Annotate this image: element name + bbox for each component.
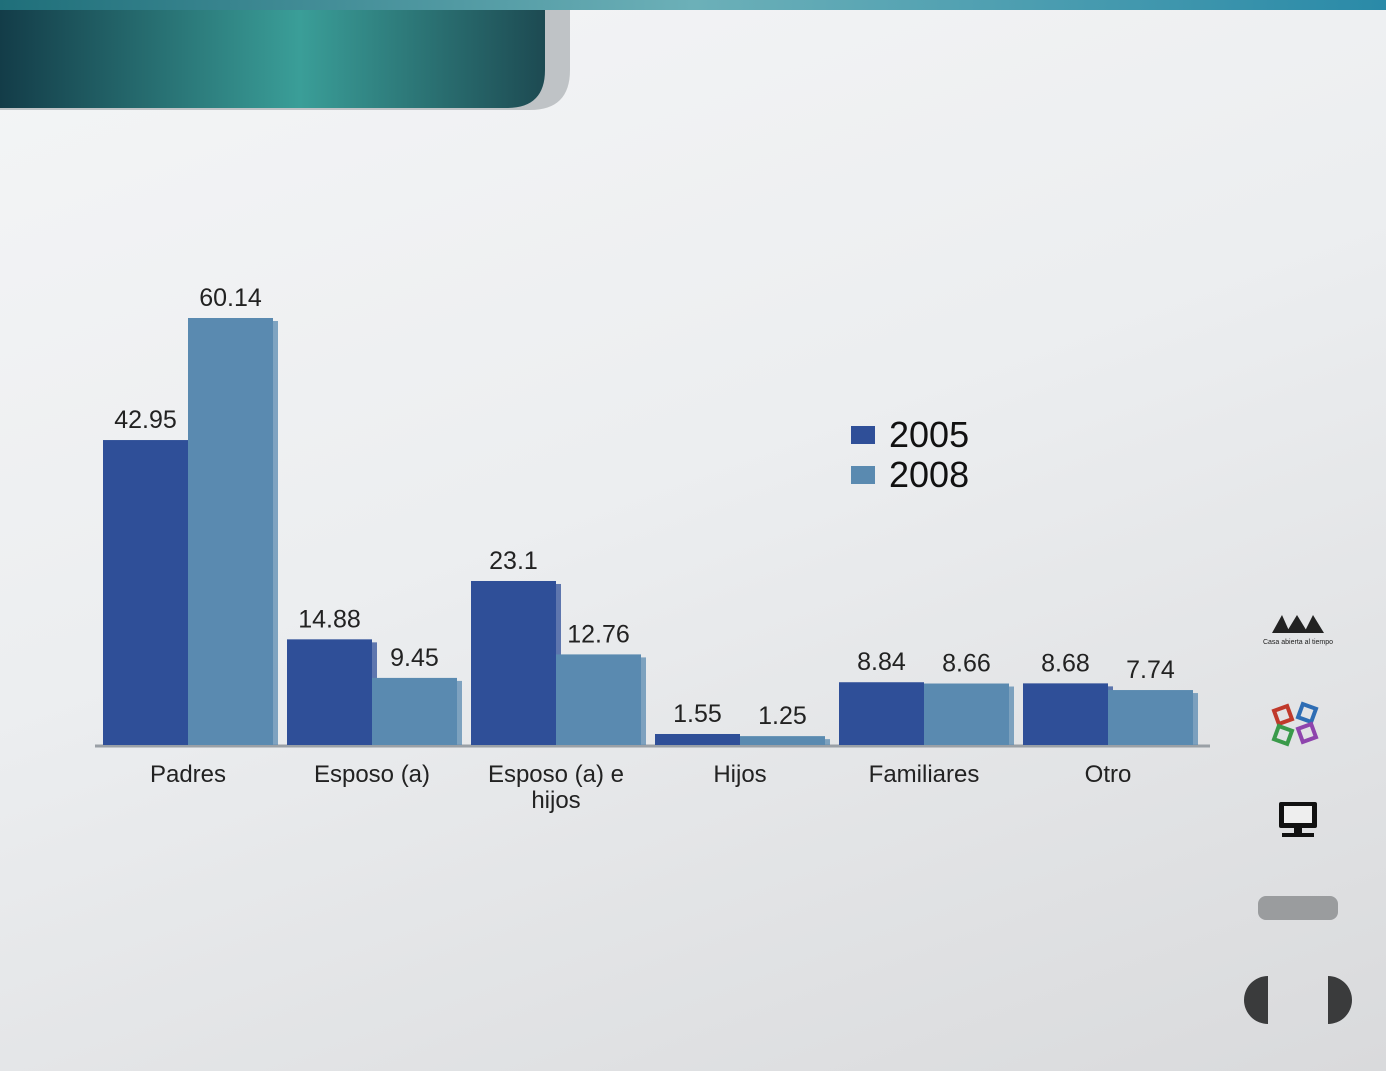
bar xyxy=(1108,690,1193,745)
x-tick-label: Familiares xyxy=(868,761,980,788)
legend-swatch xyxy=(851,426,875,444)
value-label: 1.55 xyxy=(673,700,722,728)
bar xyxy=(103,440,188,745)
bar xyxy=(924,683,1009,745)
value-label: 8.66 xyxy=(942,650,991,678)
x-tick-label: Hijos xyxy=(713,761,767,788)
legend-label: 2008 xyxy=(889,454,969,495)
logo xyxy=(1272,615,1324,633)
header-tab xyxy=(0,10,545,108)
bar xyxy=(839,682,924,745)
bar xyxy=(556,654,641,745)
value-label: 8.68 xyxy=(1041,649,1090,677)
logo-caption: Casa abierta al tiempo xyxy=(1263,639,1333,646)
bar xyxy=(372,677,457,745)
bar xyxy=(287,639,372,745)
legend-swatch xyxy=(851,466,875,484)
bar-side xyxy=(1191,693,1198,745)
value-label: 7.74 xyxy=(1126,656,1175,684)
value-label: 42.95 xyxy=(114,406,177,434)
value-label: 23.1 xyxy=(489,547,538,575)
bar-side xyxy=(1007,686,1014,745)
value-label: 1.25 xyxy=(758,702,807,730)
bar-side xyxy=(455,680,462,745)
bar xyxy=(1023,683,1108,745)
x-tick-label: Otro xyxy=(1084,761,1132,788)
header-band xyxy=(0,0,1386,10)
bar-side xyxy=(639,657,646,745)
bar xyxy=(655,733,740,745)
value-label: 14.88 xyxy=(298,605,361,633)
bar xyxy=(188,318,273,745)
book-icon xyxy=(1271,701,1319,747)
value-label: 60.14 xyxy=(199,284,262,312)
bar-side xyxy=(823,739,830,745)
bar-side xyxy=(271,321,278,745)
legend-label: 2005 xyxy=(889,414,969,455)
monitor-icon xyxy=(1279,802,1317,837)
x-tick-label: Padres xyxy=(149,761,227,788)
value-label: 12.76 xyxy=(567,620,630,648)
value-label: 8.84 xyxy=(857,648,906,676)
bar xyxy=(740,736,825,745)
prev-button[interactable] xyxy=(1244,976,1268,1024)
x-tick-label: Esposo (a) xyxy=(313,761,431,788)
bar xyxy=(471,580,556,745)
value-label: 9.45 xyxy=(390,644,439,672)
nav-button[interactable] xyxy=(1258,896,1338,920)
x-tick-label: Esposo (a) e hijos xyxy=(487,761,625,814)
next-button[interactable] xyxy=(1328,976,1352,1024)
